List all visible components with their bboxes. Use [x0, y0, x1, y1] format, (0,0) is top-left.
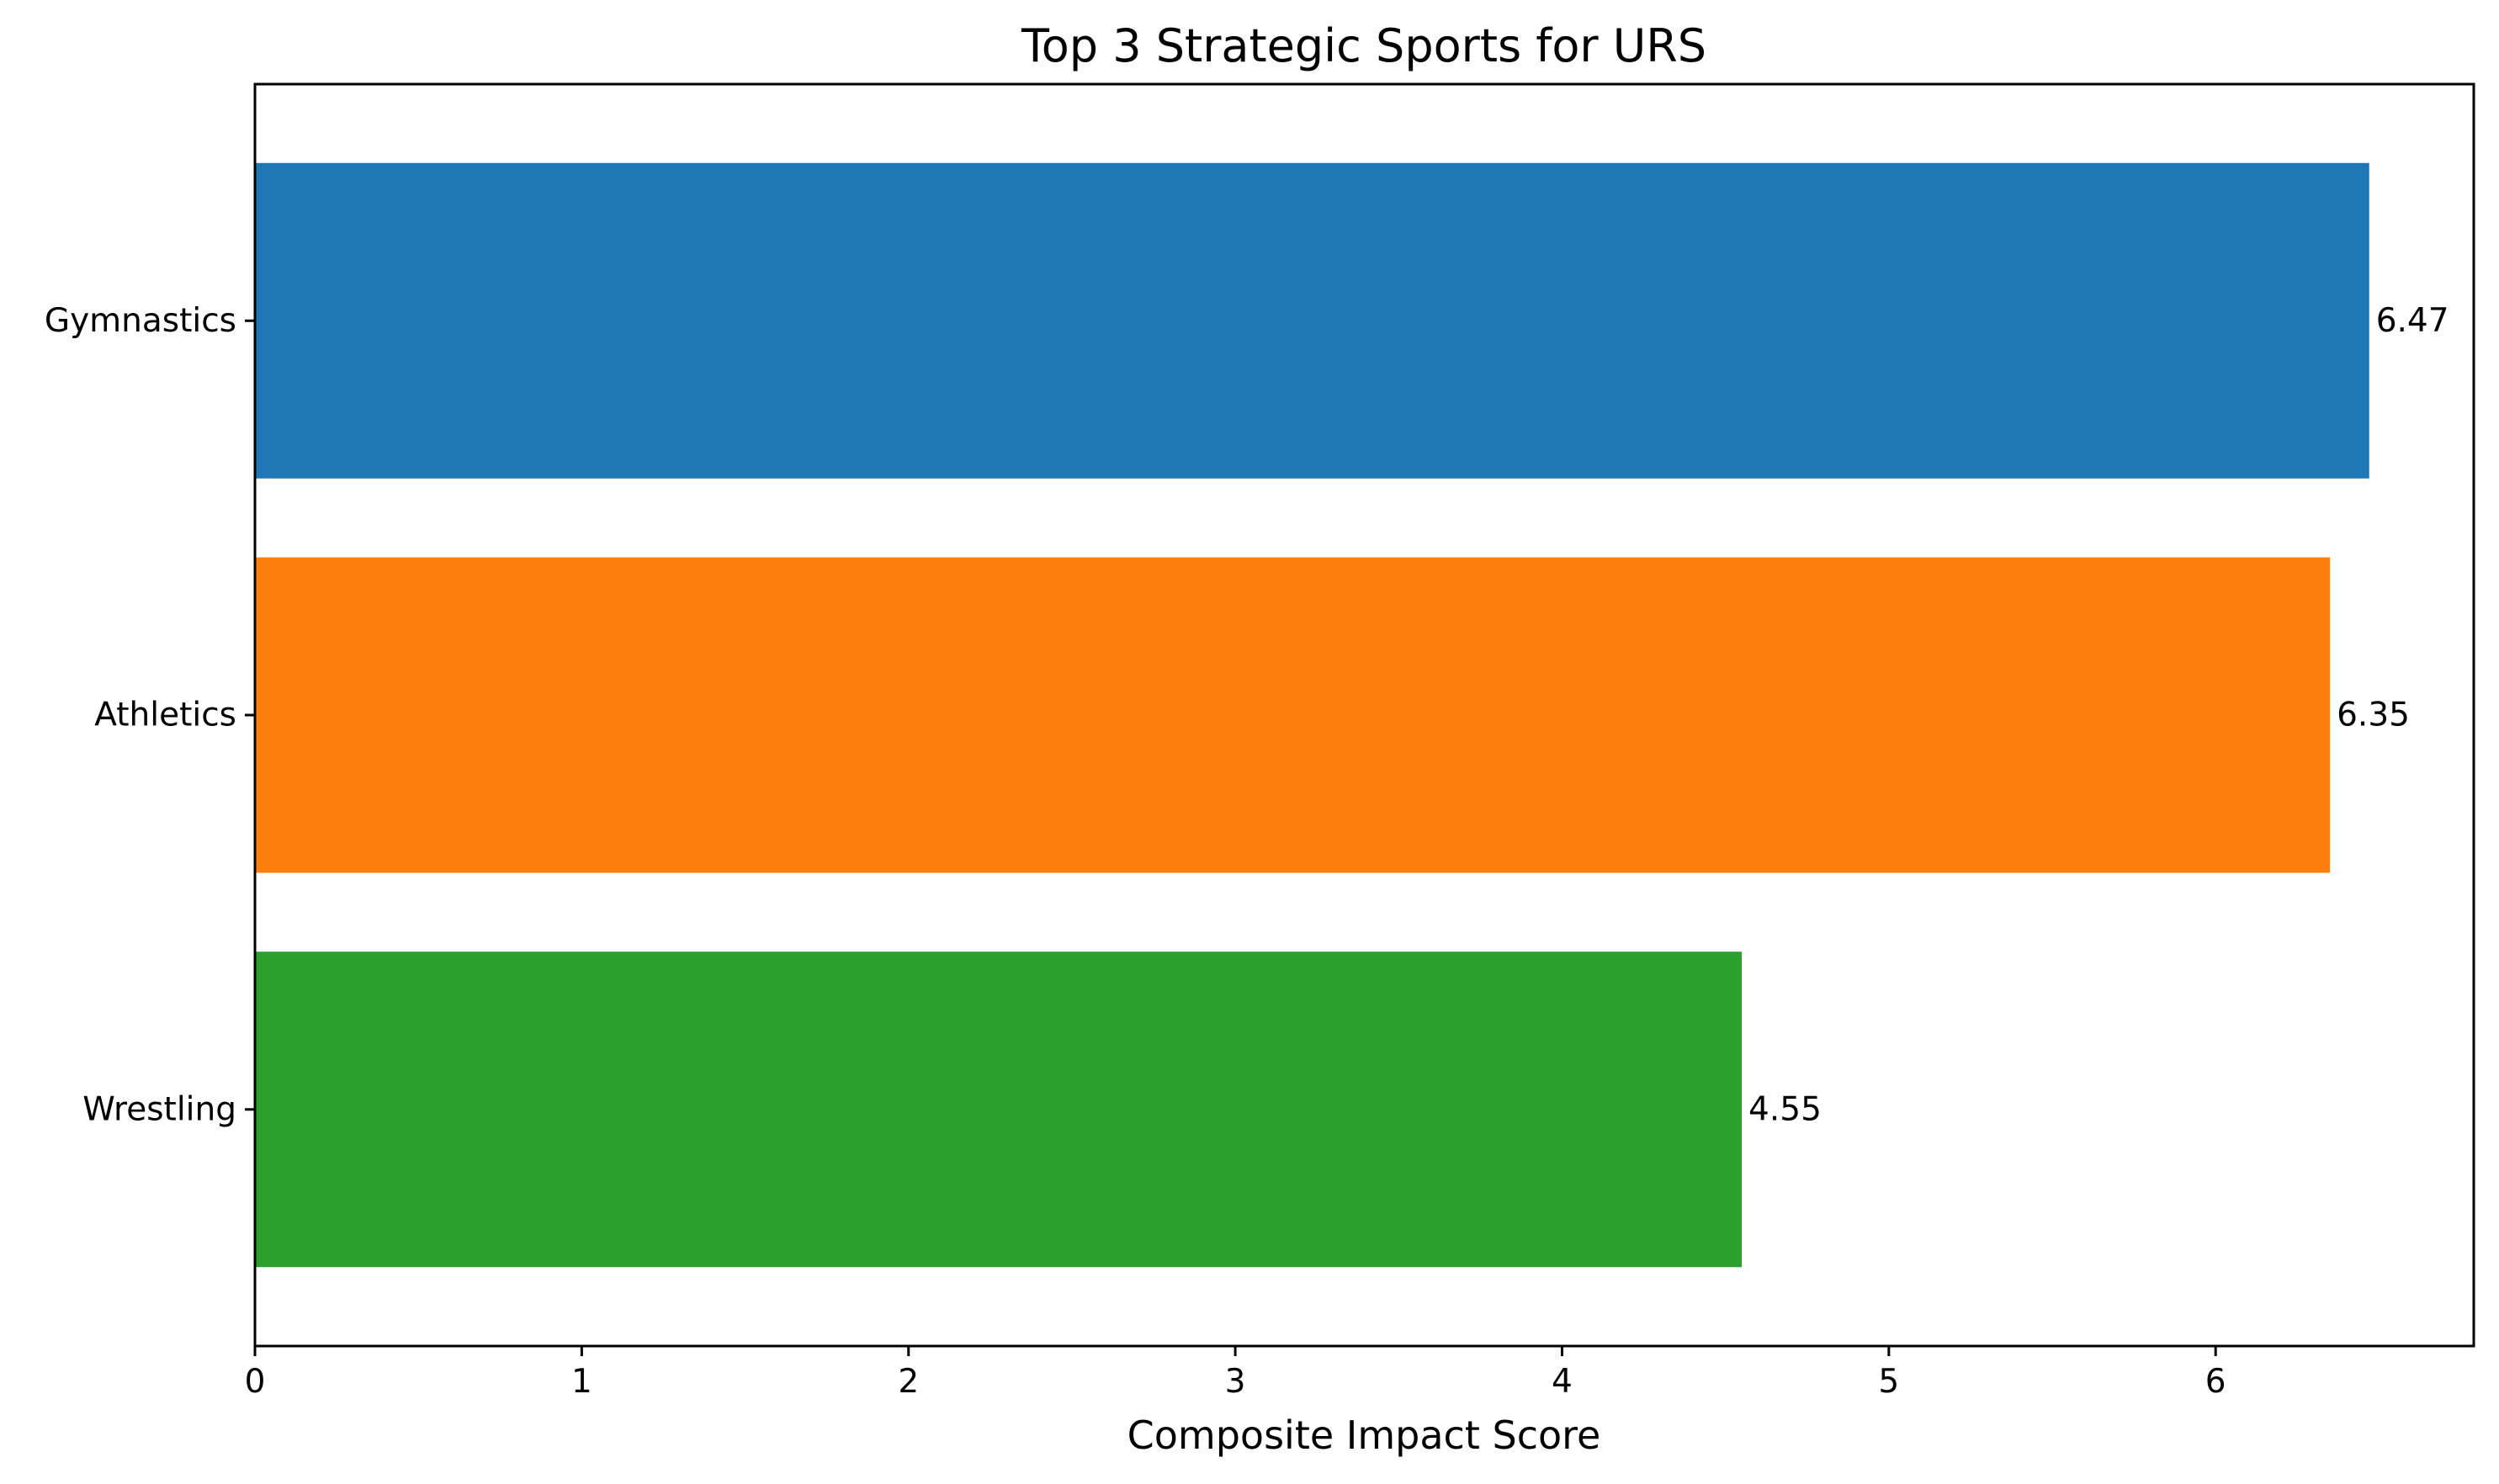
bar-gymnastics — [255, 162, 2369, 479]
x-tick-label: 2 — [898, 1363, 919, 1401]
x-tick-label: 3 — [1225, 1363, 1246, 1401]
y-tick-label-wrestling: Wrestling — [82, 1090, 236, 1128]
value-label-wrestling: 4.55 — [1748, 1090, 1822, 1128]
x-axis: 0 1 2 3 4 5 6 — [245, 1346, 2226, 1401]
y-tick-label-athletics: Athletics — [94, 697, 236, 734]
bar-athletics — [255, 557, 2331, 873]
x-tick-label: 1 — [571, 1363, 592, 1401]
y-tick-label-gymnastics: Gymnastics — [45, 302, 236, 340]
x-tick-label: 0 — [245, 1363, 266, 1401]
value-label-gymnastics: 6.47 — [2376, 302, 2449, 340]
x-tick-label: 5 — [1878, 1363, 1899, 1401]
chart-title: Top 3 Strategic Sports for URS — [1021, 19, 1706, 72]
y-axis: Gymnastics Athletics Wrestling — [45, 302, 255, 1128]
bar-wrestling — [255, 951, 1743, 1268]
value-label-athletics: 6.35 — [2337, 697, 2410, 734]
x-axis-label: Composite Impact Score — [1127, 1412, 1601, 1458]
x-tick-label: 6 — [2205, 1363, 2226, 1401]
plot-frame — [253, 82, 2475, 1348]
x-tick-label: 4 — [1552, 1363, 1573, 1401]
bars-layer: 6.47 6.35 4.55 — [255, 162, 2449, 1268]
